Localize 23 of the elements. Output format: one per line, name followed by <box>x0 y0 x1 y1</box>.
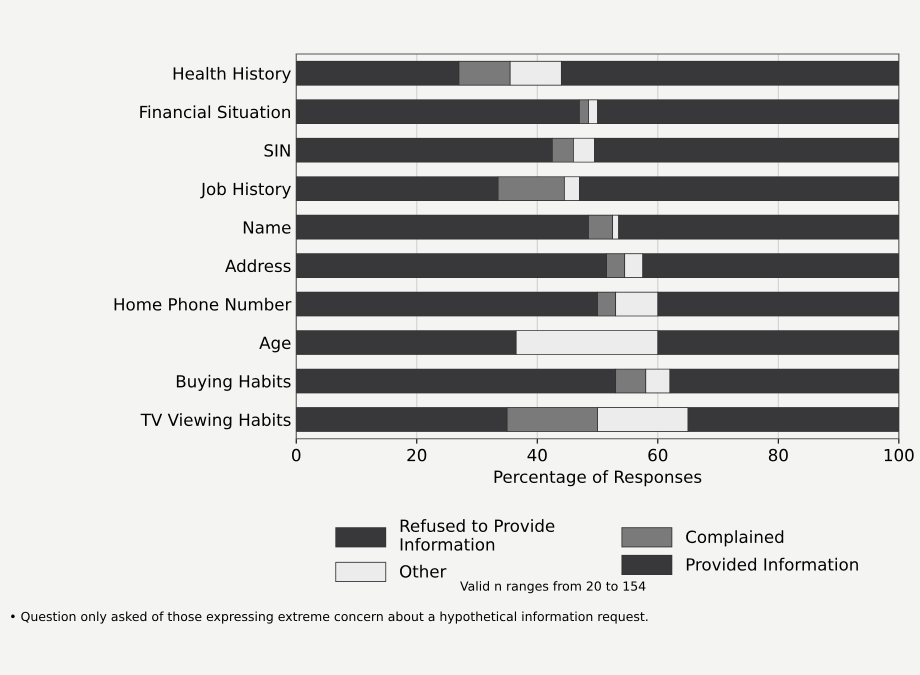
legend-label: Complained <box>686 530 784 546</box>
y-tick-label: Health History <box>174 66 291 84</box>
x-tick-label: 20 <box>407 448 426 462</box>
y-tick-label: Name <box>244 221 290 234</box>
x-tick-label: 80 <box>768 448 788 462</box>
legend-label: Other <box>400 564 446 578</box>
text: Valid n ranges from 20 to 154 <box>460 581 646 594</box>
y-tick-label: Home Phone Number <box>114 298 292 311</box>
x-tick-label: 60 <box>648 448 668 462</box>
y-tick-label: Address <box>225 259 291 272</box>
y-tick-label: Financial Situation <box>140 105 290 118</box>
y-tick-label: Age <box>259 336 290 352</box>
legend-label: Provided Information <box>686 558 858 571</box>
y-tick-label: TV Viewing Habits <box>140 413 291 430</box>
x-tick-label: 100 <box>884 448 914 462</box>
text: • Question only asked of those expressing extreme concern about a hypothetical information request. <box>11 612 648 624</box>
x-tick-label: 40 <box>527 448 547 462</box>
x-axis-title: Percentage of Responses <box>494 470 702 486</box>
y-tick-label: Job History <box>200 182 291 198</box>
legend-label: Refused to Provide Information <box>400 519 554 551</box>
y-tick-label: SIN <box>264 144 290 157</box>
x-tick-label: 0 <box>292 448 300 462</box>
y-tick-label: Buying Habits <box>176 374 291 391</box>
